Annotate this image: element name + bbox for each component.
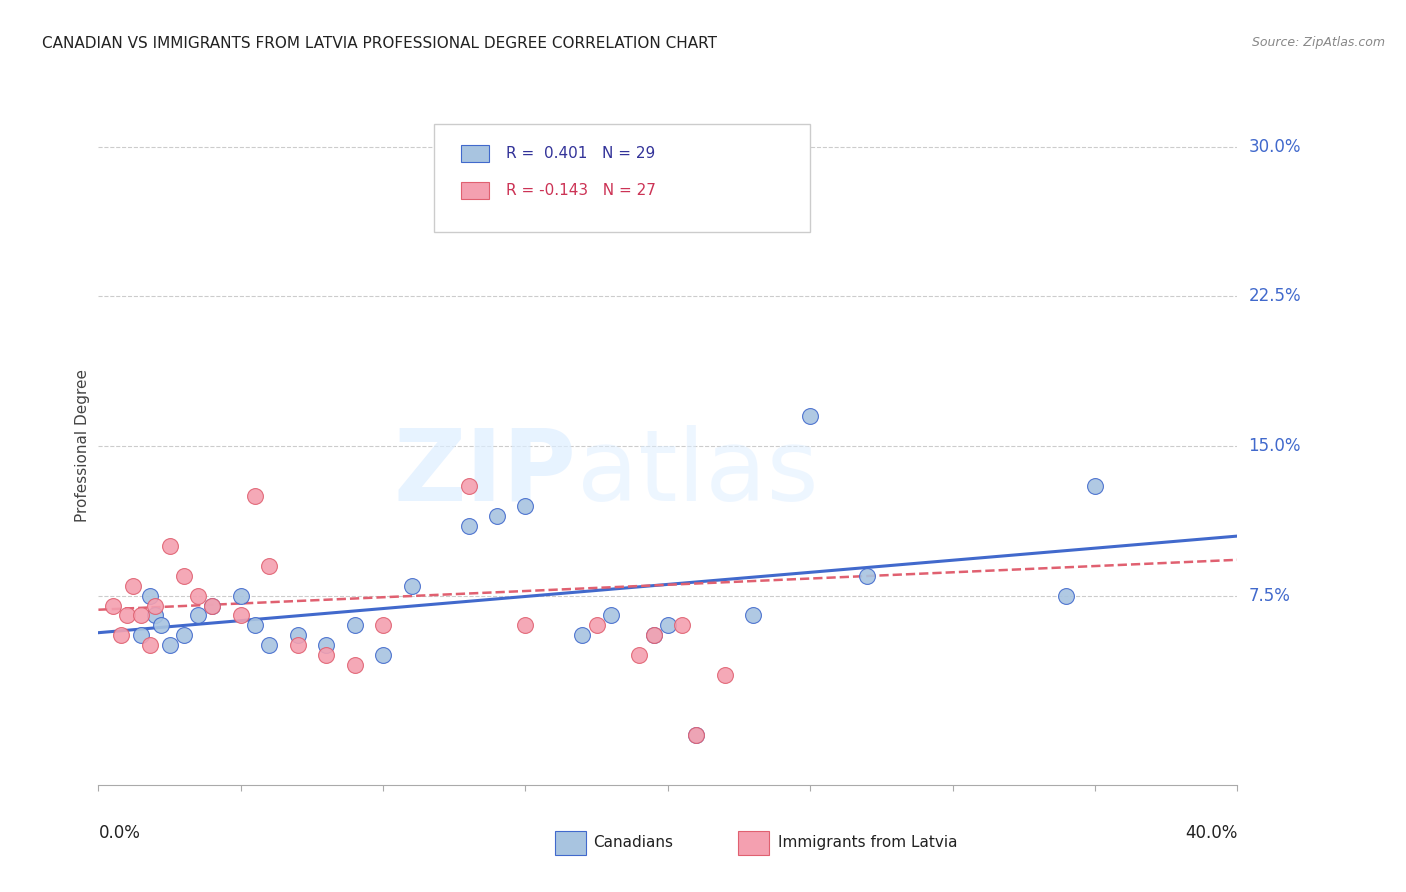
Point [343, 618, 366, 632]
Point [742, 190, 765, 204]
Point [742, 608, 765, 623]
FancyBboxPatch shape [461, 182, 489, 199]
Point [486, 508, 509, 523]
Point [145, 608, 167, 623]
Point [371, 648, 394, 663]
Point [287, 628, 309, 642]
Point [585, 618, 607, 632]
Point [243, 489, 266, 503]
Point [101, 599, 124, 613]
Point [643, 628, 665, 642]
Point [121, 578, 143, 592]
Point [229, 608, 252, 623]
Point [856, 568, 879, 582]
Point [1056, 589, 1078, 603]
Point [129, 628, 152, 642]
Point [457, 479, 479, 493]
FancyBboxPatch shape [434, 124, 810, 233]
Point [628, 648, 651, 663]
Point [229, 589, 252, 603]
Point [371, 618, 394, 632]
Point [315, 639, 337, 653]
Text: 0.0%: 0.0% [98, 824, 141, 842]
Point [571, 628, 593, 642]
Point [259, 558, 281, 573]
Text: 30.0%: 30.0% [1249, 138, 1301, 156]
Point [129, 608, 152, 623]
Point [115, 608, 138, 623]
Text: 40.0%: 40.0% [1185, 824, 1237, 842]
Text: CANADIAN VS IMMIGRANTS FROM LATVIA PROFESSIONAL DEGREE CORRELATION CHART: CANADIAN VS IMMIGRANTS FROM LATVIA PROFE… [42, 36, 717, 51]
Point [201, 599, 224, 613]
Point [1084, 479, 1107, 493]
Point [150, 618, 173, 632]
Text: Immigrants from Latvia: Immigrants from Latvia [778, 836, 957, 850]
Point [799, 409, 821, 423]
Point [201, 599, 224, 613]
Point [145, 599, 167, 613]
Point [685, 728, 707, 742]
Point [515, 618, 537, 632]
Point [685, 728, 707, 742]
Point [138, 639, 160, 653]
Text: R =  0.401   N = 29: R = 0.401 N = 29 [506, 145, 655, 161]
Text: Source: ZipAtlas.com: Source: ZipAtlas.com [1251, 36, 1385, 49]
Text: atlas: atlas [576, 425, 818, 522]
Point [600, 608, 623, 623]
Point [159, 539, 181, 553]
Point [173, 568, 195, 582]
Text: 22.5%: 22.5% [1249, 287, 1301, 305]
Point [343, 658, 366, 673]
Text: ZIP: ZIP [394, 425, 576, 522]
Point [259, 639, 281, 653]
Point [110, 628, 132, 642]
Text: 7.5%: 7.5% [1249, 587, 1291, 605]
Point [243, 618, 266, 632]
Point [657, 618, 679, 632]
Point [138, 589, 160, 603]
Point [173, 628, 195, 642]
Text: Canadians: Canadians [593, 836, 673, 850]
Text: 15.0%: 15.0% [1249, 437, 1301, 455]
FancyBboxPatch shape [461, 145, 489, 161]
Point [287, 639, 309, 653]
Point [187, 608, 209, 623]
Point [159, 639, 181, 653]
Point [671, 618, 693, 632]
Point [643, 628, 665, 642]
Point [515, 499, 537, 513]
Text: R = -0.143   N = 27: R = -0.143 N = 27 [506, 183, 657, 198]
Point [187, 589, 209, 603]
Point [401, 578, 423, 592]
Point [714, 668, 737, 682]
Point [457, 518, 479, 533]
Y-axis label: Professional Degree: Professional Degree [75, 369, 90, 523]
Point [315, 648, 337, 663]
